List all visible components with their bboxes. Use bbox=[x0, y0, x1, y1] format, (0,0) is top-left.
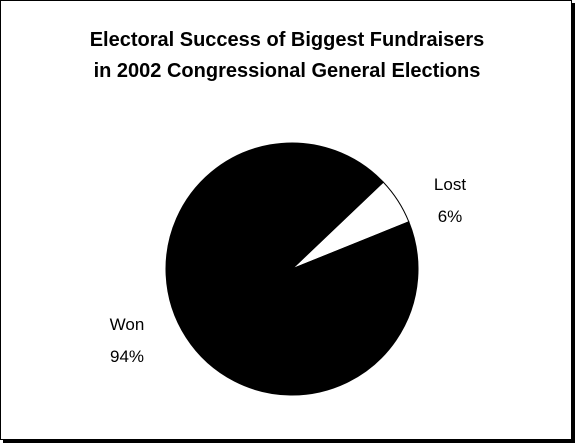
chart-title: Electoral Success of Biggest Fundraisers… bbox=[1, 25, 573, 87]
pie-slices bbox=[165, 142, 419, 396]
slice-label-lost: Lost bbox=[434, 175, 466, 194]
slice-value-won: 94% bbox=[110, 347, 144, 366]
chart-title-line-1: Electoral Success of Biggest Fundraisers bbox=[89, 29, 485, 51]
slice-label-won: Won bbox=[110, 315, 145, 334]
slice-value-lost: 6% bbox=[438, 207, 463, 226]
chart-title-line-2: in 2002 Congressional General Elections bbox=[93, 60, 481, 82]
pie-labels: Won 94% Lost 6% bbox=[110, 175, 467, 366]
pie-slice-won bbox=[165, 142, 419, 396]
